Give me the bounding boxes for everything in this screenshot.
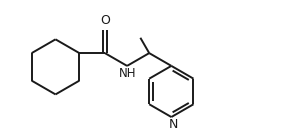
Text: O: O	[100, 14, 110, 27]
Text: N: N	[168, 118, 178, 131]
Text: NH: NH	[119, 67, 137, 80]
